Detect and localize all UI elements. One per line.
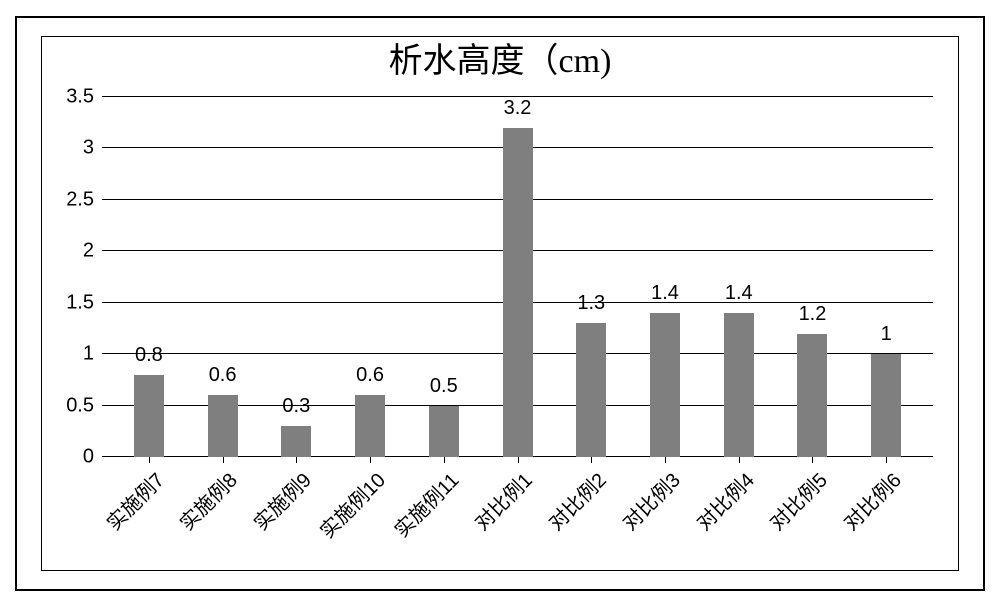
x-axis-label: 对比例6: [849, 465, 923, 585]
bar-value-label: 1.4: [725, 282, 753, 305]
bar-value-label: 1: [881, 323, 892, 346]
x-tick-mark: [149, 457, 150, 463]
y-axis-label: 0: [54, 446, 94, 469]
bar-value-label: 0.5: [430, 375, 458, 398]
bar: [134, 375, 164, 457]
x-axis-label: 对比例3: [628, 465, 702, 585]
x-labels-inner: 实施例7实施例8实施例9实施例10实施例11对比例1对比例2对比例3对比例4对比…: [102, 465, 933, 585]
x-tick-mark: [296, 457, 297, 463]
bar-value-label: 3.2: [504, 97, 532, 120]
bar-value-label: 1.2: [799, 303, 827, 326]
bar-group: 0.3: [259, 426, 333, 457]
x-axis-label: 实施例11: [407, 465, 481, 585]
x-tick-mark: [518, 457, 519, 463]
bar-value-label: 0.6: [209, 364, 237, 387]
y-axis-label: 1: [54, 343, 94, 366]
bar: [503, 128, 533, 457]
bar-value-label: 0.3: [282, 395, 310, 418]
bar-group: 1.4: [702, 313, 776, 457]
bar: [429, 406, 459, 457]
x-labels-container: 实施例7实施例8实施例9实施例10实施例11对比例1对比例2对比例3对比例4对比…: [102, 465, 933, 585]
bar-group: 0.6: [333, 395, 407, 457]
bars-container: 0.80.60.30.60.53.21.31.41.41.21: [102, 97, 933, 457]
y-axis-label: 3: [54, 137, 94, 160]
y-axis-label: 0.5: [54, 394, 94, 417]
bar: [576, 323, 606, 457]
bar-group: 0.5: [407, 406, 481, 457]
plot-area: 00.511.522.533.50.80.60.30.60.53.21.31.4…: [102, 97, 933, 457]
x-tick-mark: [665, 457, 666, 463]
bar: [871, 354, 901, 457]
bar-group: 3.2: [481, 128, 555, 457]
bar: [650, 313, 680, 457]
x-axis-label: 对比例4: [702, 465, 776, 585]
bar: [281, 426, 311, 457]
bar: [724, 313, 754, 457]
bar-value-label: 1.3: [577, 292, 605, 315]
bar: [797, 334, 827, 457]
bar-group: 1: [849, 354, 923, 457]
x-tick-mark: [223, 457, 224, 463]
y-axis-label: 3.5: [54, 86, 94, 109]
bar-group: 1.3: [554, 323, 628, 457]
chart-container: 析水高度（cm) 00.511.522.533.50.80.60.30.60.5…: [15, 16, 985, 591]
bar-group: 1.4: [628, 313, 702, 457]
bar-value-label: 0.8: [135, 344, 163, 367]
x-axis-label: 对比例2: [554, 465, 628, 585]
bar-group: 0.6: [186, 395, 260, 457]
x-axis-label: 实施例8: [186, 465, 260, 585]
x-tick-mark: [739, 457, 740, 463]
x-axis-label: 对比例5: [776, 465, 850, 585]
x-tick-mark: [812, 457, 813, 463]
x-tick-mark: [444, 457, 445, 463]
x-tick-mark: [591, 457, 592, 463]
x-tick-mark: [370, 457, 371, 463]
chart-title: 析水高度（cm): [37, 33, 963, 82]
y-axis-label: 1.5: [54, 291, 94, 314]
x-axis-label: 对比例1: [481, 465, 555, 585]
bar: [355, 395, 385, 457]
bar-group: 1.2: [776, 334, 850, 457]
x-tick-mark: [886, 457, 887, 463]
bar-group: 0.8: [112, 375, 186, 457]
x-axis-label: 实施例7: [112, 465, 186, 585]
bar-value-label: 1.4: [651, 282, 679, 305]
y-axis-label: 2.5: [54, 188, 94, 211]
y-axis-label: 2: [54, 240, 94, 263]
bar-value-label: 0.6: [356, 364, 384, 387]
bar: [208, 395, 238, 457]
